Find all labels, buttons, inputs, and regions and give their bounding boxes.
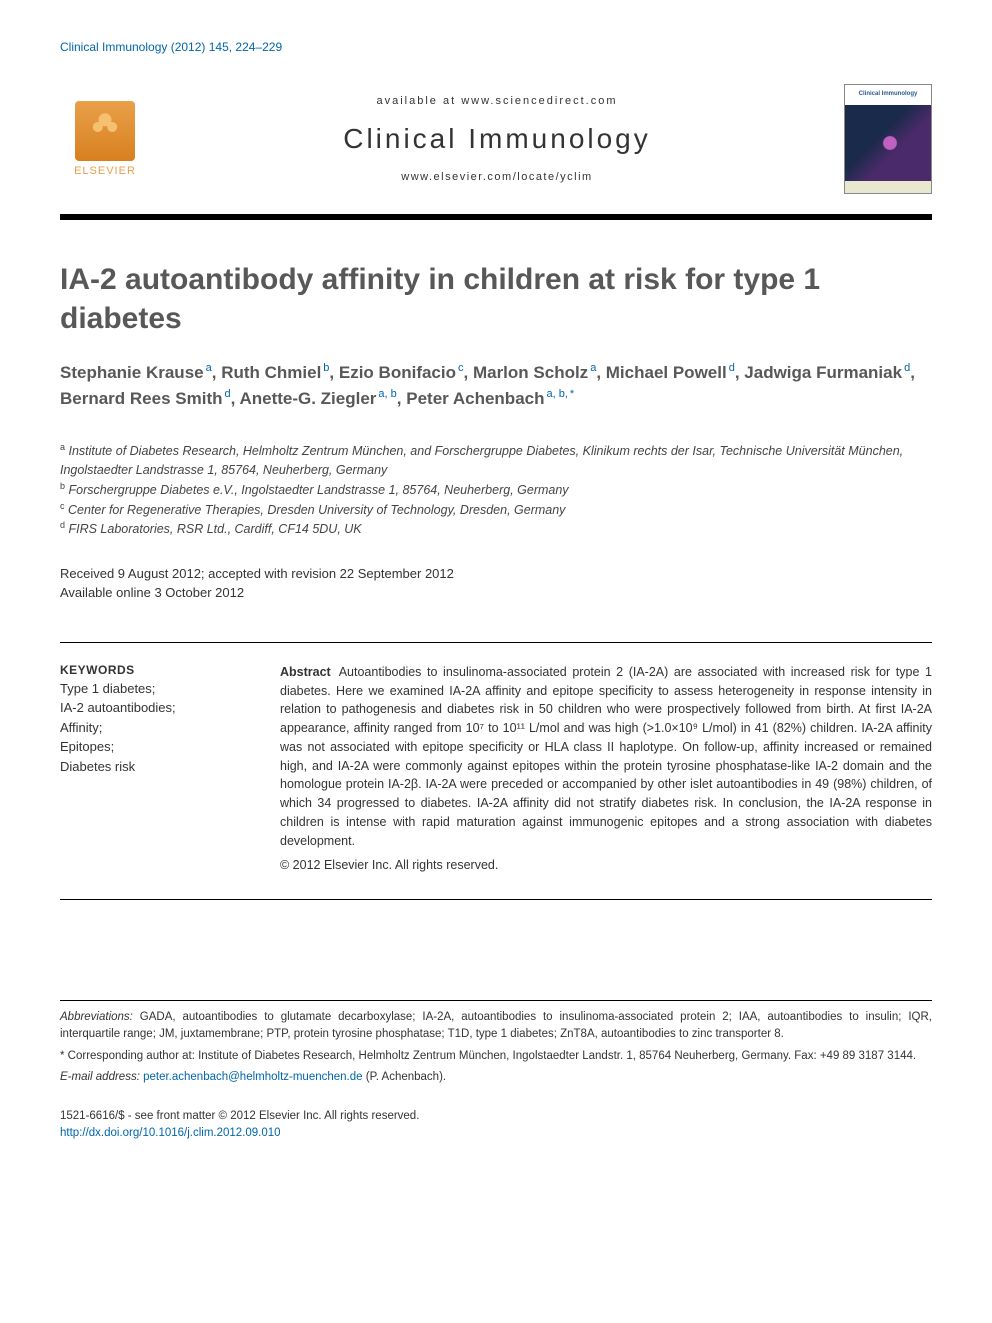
author: Ezio Bonifacioc bbox=[339, 363, 464, 382]
citation-line: Clinical Immunology (2012) 145, 224–229 bbox=[60, 40, 932, 54]
section-divider bbox=[60, 642, 932, 643]
keywords-list: Type 1 diabetes;IA-2 autoantibodies;Affi… bbox=[60, 679, 240, 777]
author: Bernard Rees Smithd bbox=[60, 389, 231, 408]
affiliation-key: c bbox=[60, 501, 65, 511]
abstract-copyright: © 2012 Elsevier Inc. All rights reserved… bbox=[280, 856, 932, 875]
abstract-column: AbstractAutoantibodies to insulinoma-ass… bbox=[280, 663, 932, 875]
abbreviations-text: GADA, autoantibodies to glutamate decarb… bbox=[60, 1011, 932, 1040]
affiliation-key: d bbox=[60, 520, 65, 530]
abstract-section: KEYWORDS Type 1 diabetes;IA-2 autoantibo… bbox=[60, 663, 932, 900]
affiliations-list: a Institute of Diabetes Research, Helmho… bbox=[60, 441, 932, 539]
author: Ruth Chmielb bbox=[221, 363, 329, 382]
author: Marlon Scholza bbox=[473, 363, 596, 382]
author-affiliation-sup: d bbox=[729, 362, 735, 374]
available-at-text: available at www.sciencedirect.com bbox=[150, 95, 844, 107]
corresponding-author-footnote: * Corresponding author at: Institute of … bbox=[60, 1048, 932, 1065]
abstract-text: Autoantibodies to insulinoma-associated … bbox=[280, 665, 932, 848]
journal-cover-thumbnail: Clinical Immunology bbox=[844, 84, 932, 194]
doi-link[interactable]: http://dx.doi.org/10.1016/j.clim.2012.09… bbox=[60, 1127, 281, 1139]
email-author-name: (P. Achenbach). bbox=[363, 1071, 447, 1083]
author-affiliation-sup: a bbox=[590, 362, 596, 374]
bottom-metadata: 1521-6616/$ - see front matter © 2012 El… bbox=[60, 1108, 932, 1143]
cover-image bbox=[845, 105, 931, 181]
publication-dates: Received 9 August 2012; accepted with re… bbox=[60, 565, 932, 601]
elsevier-label: ELSEVIER bbox=[74, 165, 136, 177]
author-affiliation-sup: d bbox=[904, 362, 910, 374]
received-date: Received 9 August 2012; accepted with re… bbox=[60, 565, 932, 583]
keywords-column: KEYWORDS Type 1 diabetes;IA-2 autoantibo… bbox=[60, 663, 240, 875]
author-list: Stephanie Krausea, Ruth Chmielb, Ezio Bo… bbox=[60, 360, 932, 411]
author: Peter Achenbacha, b,* bbox=[406, 389, 574, 408]
author: Jadwiga Furmaniakd bbox=[744, 363, 910, 382]
affiliation: b Forschergruppe Diabetes e.V., Ingolsta… bbox=[60, 480, 932, 500]
author: Anette-G. Zieglera, b bbox=[239, 389, 396, 408]
abbreviations-label: Abbreviations: bbox=[60, 1011, 133, 1023]
corresponding-star-icon: * bbox=[570, 388, 574, 400]
affiliation-key: a bbox=[60, 442, 65, 452]
elsevier-logo: ELSEVIER bbox=[60, 89, 150, 189]
article-title: IA-2 autoantibody affinity in children a… bbox=[60, 260, 932, 338]
author-affiliation-sup: a bbox=[206, 362, 212, 374]
affiliation: d FIRS Laboratories, RSR Ltd., Cardiff, … bbox=[60, 519, 932, 539]
email-label: E-mail address: bbox=[60, 1071, 140, 1083]
journal-url: www.elsevier.com/locate/yclim bbox=[150, 171, 844, 183]
affiliation: c Center for Regenerative Therapies, Dre… bbox=[60, 500, 932, 520]
affiliation: a Institute of Diabetes Research, Helmho… bbox=[60, 441, 932, 480]
cover-footer bbox=[845, 181, 931, 193]
author-affiliation-sup: d bbox=[225, 388, 231, 400]
author-affiliation-sup: c bbox=[458, 362, 464, 374]
author: Stephanie Krausea bbox=[60, 363, 212, 382]
elsevier-tree-icon bbox=[75, 101, 135, 161]
journal-name: Clinical Immunology bbox=[150, 123, 844, 155]
author-affiliation-sup: a, b bbox=[378, 388, 396, 400]
email-footnote: E-mail address: peter.achenbach@helmholt… bbox=[60, 1069, 932, 1086]
footnotes-section: Abbreviations: GADA, autoantibodies to g… bbox=[60, 1000, 932, 1086]
author: Michael Powelld bbox=[606, 363, 735, 382]
journal-header: ELSEVIER available at www.sciencedirect.… bbox=[60, 74, 932, 220]
front-matter-line: 1521-6616/$ - see front matter © 2012 El… bbox=[60, 1108, 932, 1125]
cover-title: Clinical Immunology bbox=[845, 85, 931, 105]
abstract-label: Abstract bbox=[280, 665, 331, 679]
affiliation-key: b bbox=[60, 481, 65, 491]
author-affiliation-sup: a, b, bbox=[546, 388, 567, 400]
online-date: Available online 3 October 2012 bbox=[60, 584, 932, 602]
author-affiliation-sup: b bbox=[323, 362, 329, 374]
keywords-heading: KEYWORDS bbox=[60, 663, 240, 677]
email-link[interactable]: peter.achenbach@helmholtz-muenchen.de bbox=[143, 1071, 362, 1083]
abbreviations-footnote: Abbreviations: GADA, autoantibodies to g… bbox=[60, 1009, 932, 1044]
